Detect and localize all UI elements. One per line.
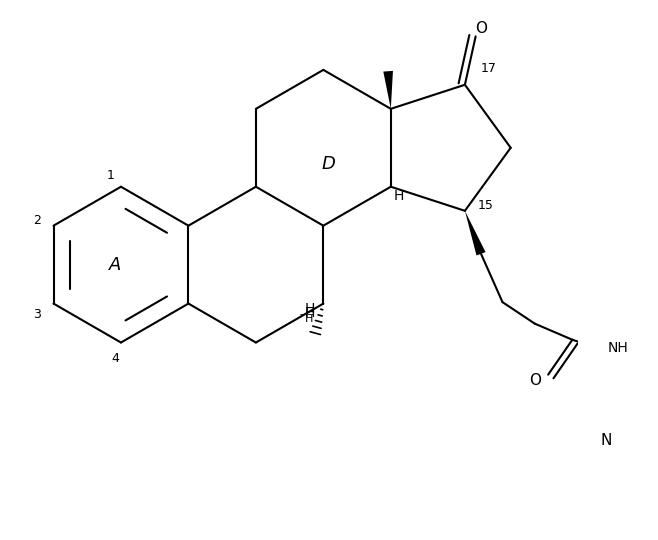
Text: 4: 4 <box>112 352 120 365</box>
Polygon shape <box>384 71 393 109</box>
Text: N: N <box>600 433 612 448</box>
Text: H: H <box>305 306 315 320</box>
Text: 15: 15 <box>477 199 494 212</box>
Text: D: D <box>322 155 336 173</box>
Text: O: O <box>529 373 541 388</box>
Text: A: A <box>109 255 122 274</box>
Text: O: O <box>475 21 487 36</box>
Polygon shape <box>465 211 486 255</box>
Text: 3: 3 <box>34 308 41 321</box>
Text: 1: 1 <box>107 170 114 183</box>
Text: 17: 17 <box>481 62 497 75</box>
Text: ̅H̅: ̅H̅ <box>306 314 314 323</box>
Text: 2: 2 <box>34 214 41 227</box>
Text: H: H <box>393 190 404 204</box>
Text: H: H <box>305 302 315 316</box>
Text: NH: NH <box>607 341 628 355</box>
